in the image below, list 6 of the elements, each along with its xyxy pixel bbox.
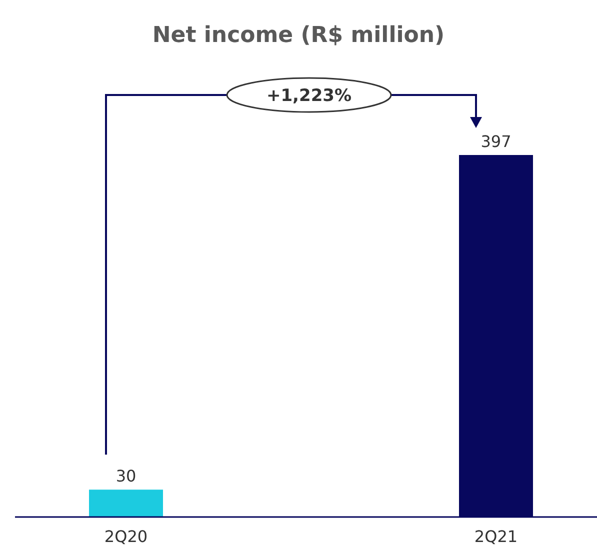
data-label: 30 (116, 466, 136, 486)
x-tick-label: 2Q21 (474, 527, 518, 546)
chart-title: Net income (R$ million) (152, 23, 445, 48)
data-label: 397 (480, 132, 512, 151)
x-tick-label: 2Q20 (104, 527, 148, 546)
text: +1,223% (266, 86, 352, 106)
